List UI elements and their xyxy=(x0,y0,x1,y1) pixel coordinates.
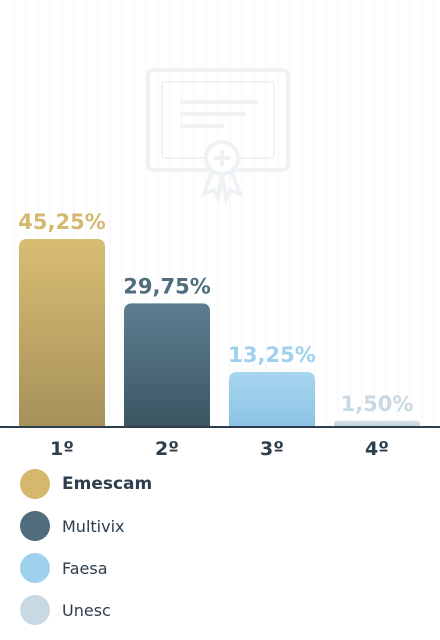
certificate-icon xyxy=(146,68,290,205)
legend-label: Emescam xyxy=(62,474,153,494)
bar-multivix xyxy=(124,303,210,427)
value-label-emescam: 45,25% xyxy=(18,210,105,234)
bar-chart: 45,25% 29,75% 13,25% 1,50% 1º 2º 3º 4º xyxy=(0,0,440,460)
rank-label-2: 2º xyxy=(155,438,179,460)
legend-swatch xyxy=(20,553,50,583)
legend-item-faesa: Faesa xyxy=(20,552,108,584)
legend-label: Multivix xyxy=(62,516,125,536)
legend-swatch xyxy=(20,469,50,499)
rank-label-1: 1º xyxy=(50,438,74,460)
legend-item-multivix: Multivix xyxy=(20,510,125,542)
value-label-unesc: 1,50% xyxy=(341,392,414,416)
bar-emescam xyxy=(19,239,105,427)
legend-label: Unesc xyxy=(62,600,111,620)
legend-label: Faesa xyxy=(62,558,108,578)
value-label-multivix: 29,75% xyxy=(123,274,210,298)
bar-unesc xyxy=(334,420,420,427)
legend-item-emescam: Emescam xyxy=(20,468,152,500)
legend-item-unesc: Unesc xyxy=(20,594,111,626)
legend-swatch xyxy=(20,595,50,625)
rank-label-3: 3º xyxy=(260,438,284,460)
value-label-faesa: 13,25% xyxy=(228,343,315,367)
bar-faesa xyxy=(229,371,315,427)
legend-swatch xyxy=(20,511,50,541)
rank-label-4: 4º xyxy=(365,438,389,460)
